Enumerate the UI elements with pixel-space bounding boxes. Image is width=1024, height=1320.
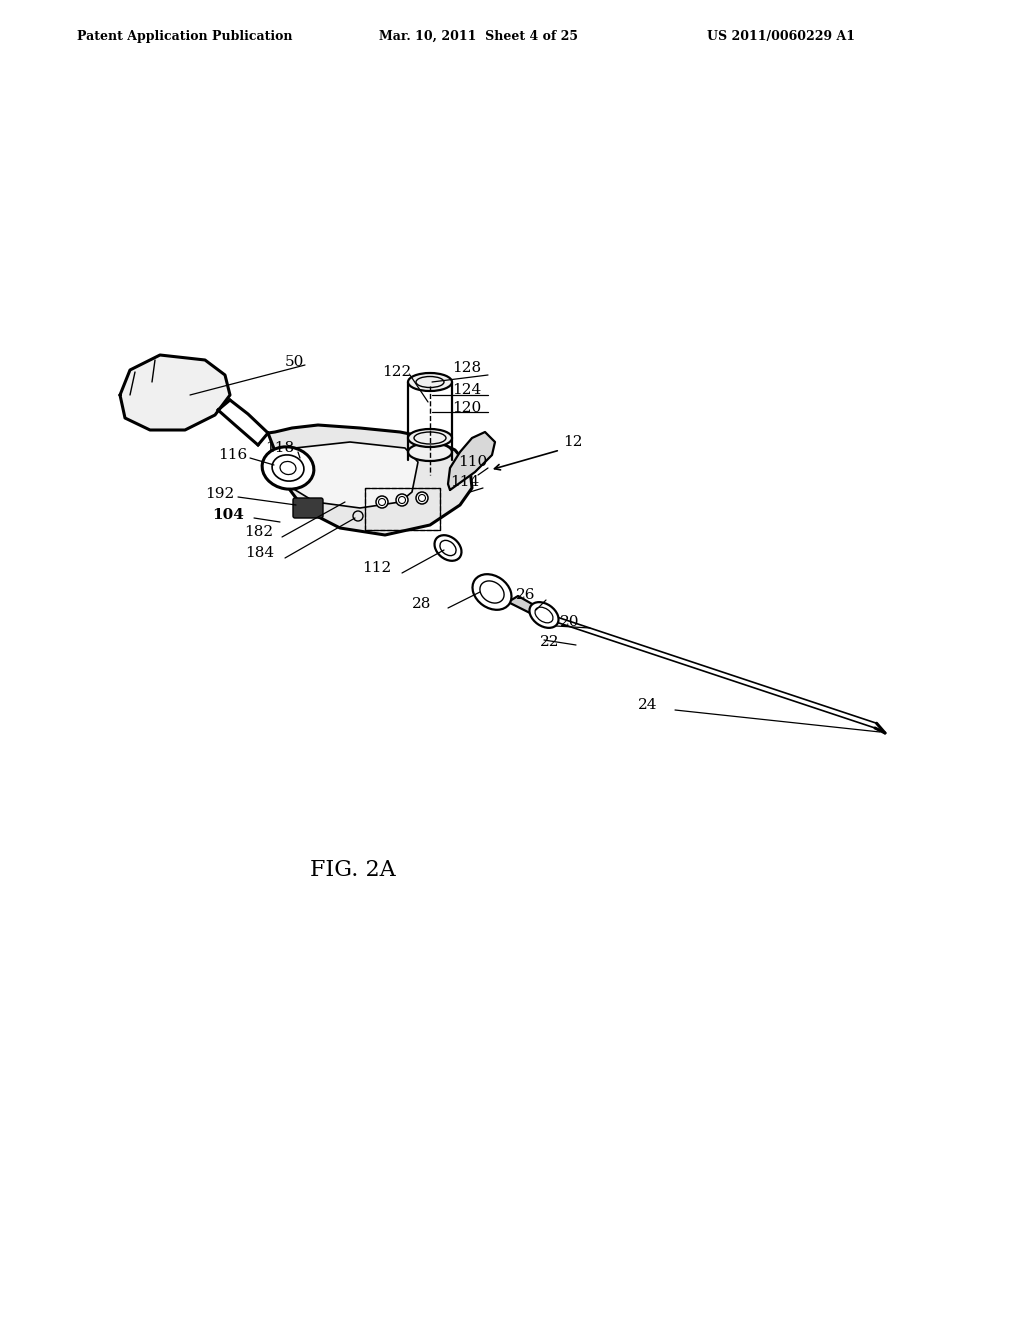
Text: 112: 112	[362, 561, 391, 576]
Text: 184: 184	[245, 546, 274, 560]
Text: 128: 128	[452, 360, 481, 375]
Text: 24: 24	[638, 698, 657, 711]
FancyBboxPatch shape	[293, 498, 323, 517]
Text: 26: 26	[516, 587, 536, 602]
Polygon shape	[290, 442, 418, 508]
Text: 20: 20	[560, 615, 580, 630]
Text: 182: 182	[244, 525, 273, 539]
Polygon shape	[268, 425, 472, 535]
Ellipse shape	[416, 492, 428, 504]
Ellipse shape	[472, 574, 512, 610]
Text: Mar. 10, 2011  Sheet 4 of 25: Mar. 10, 2011 Sheet 4 of 25	[379, 29, 578, 42]
Text: 124: 124	[452, 383, 481, 397]
Text: FIG. 2A: FIG. 2A	[310, 859, 395, 880]
Text: 28: 28	[412, 597, 431, 611]
Text: 22: 22	[540, 635, 559, 649]
Ellipse shape	[408, 374, 452, 391]
Text: Patent Application Publication: Patent Application Publication	[77, 29, 292, 42]
Text: 116: 116	[218, 447, 247, 462]
Text: 122: 122	[382, 366, 412, 379]
Text: 50: 50	[285, 355, 304, 370]
Polygon shape	[508, 597, 548, 618]
Text: 104: 104	[212, 508, 244, 521]
Text: US 2011/0060229 A1: US 2011/0060229 A1	[707, 29, 855, 42]
Ellipse shape	[262, 447, 314, 490]
Text: 114: 114	[450, 475, 479, 488]
Text: 118: 118	[265, 441, 294, 455]
Ellipse shape	[529, 602, 558, 628]
Ellipse shape	[408, 444, 452, 461]
Ellipse shape	[396, 494, 408, 506]
Polygon shape	[120, 355, 230, 430]
Text: 110: 110	[458, 455, 487, 469]
Ellipse shape	[434, 535, 462, 561]
Ellipse shape	[376, 496, 388, 508]
Polygon shape	[449, 432, 495, 490]
Text: 12: 12	[563, 436, 583, 449]
Text: 120: 120	[452, 401, 481, 414]
Ellipse shape	[408, 429, 452, 447]
Text: 192: 192	[205, 487, 234, 502]
